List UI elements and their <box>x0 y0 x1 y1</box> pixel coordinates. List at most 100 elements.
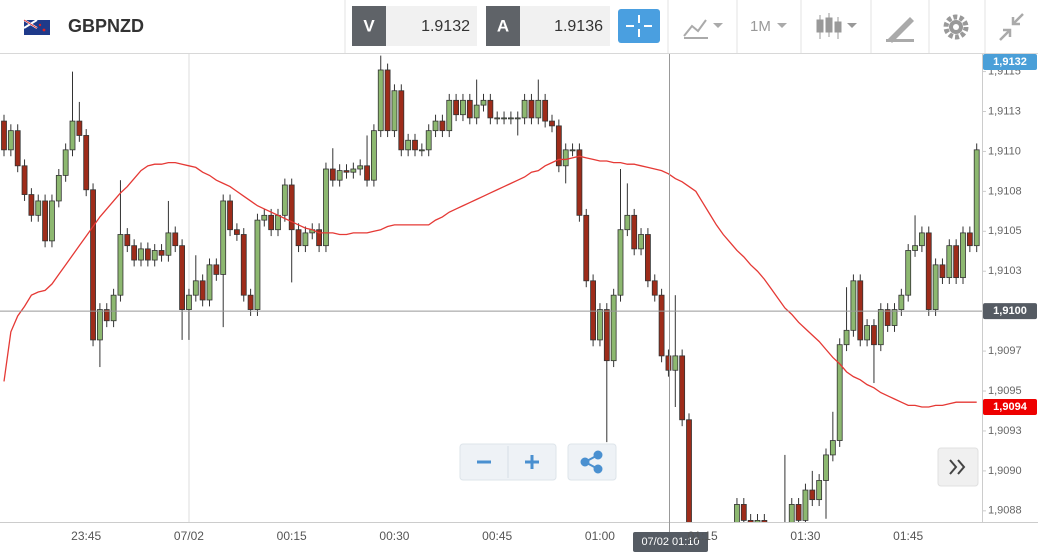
candle-body <box>460 99 466 116</box>
bid-price: 1.9132 <box>421 18 470 35</box>
candle-body <box>802 489 809 521</box>
collapse-button[interactable] <box>999 13 1024 41</box>
y-tick-label: 1,9105 <box>988 225 1022 237</box>
x-tick-label: 00:30 <box>379 529 409 543</box>
candle-body <box>350 168 357 173</box>
candle-body <box>103 309 110 322</box>
candle-body <box>165 232 172 256</box>
candle-type-button[interactable] <box>816 13 857 39</box>
candle-body <box>227 200 233 231</box>
candle-body <box>233 229 240 235</box>
candle-body <box>28 194 35 216</box>
price-badge-label: 1,9132 <box>993 56 1027 68</box>
timeframe[interactable]: 1M <box>750 18 771 35</box>
plot-area <box>1 55 980 554</box>
candle-body <box>97 309 103 341</box>
candle-body <box>494 117 501 120</box>
candle-body <box>192 280 199 296</box>
candle-body <box>302 232 309 247</box>
share-button[interactable] <box>567 443 617 481</box>
candle-body <box>480 99 487 106</box>
candle-body <box>597 309 603 341</box>
candle-body <box>603 309 610 362</box>
candle-body <box>645 234 651 282</box>
settings-button[interactable] <box>943 14 969 40</box>
candle-body <box>740 504 747 521</box>
candle-body <box>357 165 364 170</box>
candle-body <box>850 280 857 331</box>
candle-body <box>206 264 213 301</box>
candle-body <box>871 325 877 346</box>
candle-body <box>69 120 76 151</box>
candle-body <box>247 294 254 310</box>
crosshair-icon <box>626 15 652 37</box>
ask-button[interactable] <box>486 6 520 46</box>
candle-body <box>275 214 281 231</box>
candle-body <box>679 355 686 421</box>
candle-body <box>864 325 870 341</box>
candle-body <box>281 184 288 216</box>
y-tick-label: 1,9090 <box>988 465 1022 477</box>
y-tick-label: 1,9110 <box>988 145 1021 157</box>
y-tick-label: 1,9108 <box>988 185 1022 197</box>
candle-body <box>323 168 329 247</box>
candle-body <box>405 139 412 151</box>
candle-body <box>117 234 124 296</box>
candle-body <box>83 135 90 191</box>
candle-body <box>343 170 350 173</box>
candle-body <box>124 234 131 247</box>
candle-body <box>446 99 453 132</box>
candle-body <box>199 280 206 301</box>
zoom-in-button[interactable] <box>525 455 539 469</box>
candle-body <box>658 294 665 357</box>
candle-body <box>535 99 542 119</box>
candle-body <box>953 245 960 279</box>
candle-body <box>42 200 48 242</box>
candle-body <box>939 264 946 279</box>
scroll-end-button[interactable] <box>937 447 979 487</box>
y-tick-label: 1,9113 <box>988 105 1021 117</box>
candle-body <box>651 280 658 296</box>
candle-body <box>788 504 795 522</box>
candle-body <box>240 234 247 296</box>
candle-body <box>686 419 692 522</box>
candle-body <box>542 99 549 122</box>
candle-body <box>966 232 973 247</box>
candle-body <box>62 149 69 176</box>
candle-body <box>583 214 590 282</box>
draw-tool-button[interactable] <box>886 17 914 43</box>
candle-body <box>836 344 843 441</box>
candle-body <box>7 130 14 151</box>
x-tick-label: 07/02 <box>174 529 204 543</box>
candle-body <box>186 294 192 310</box>
candle-body <box>466 99 473 119</box>
crosshair-time-label: 07/02 01:10 <box>641 536 699 548</box>
crosshair-button[interactable] <box>618 9 660 43</box>
candle-body <box>857 280 864 341</box>
candle-body <box>728 535 733 554</box>
x-tick-label: 00:15 <box>277 529 307 543</box>
crosshair-time-box <box>633 532 708 552</box>
candle-body <box>514 117 521 120</box>
dropdown-arrow <box>777 23 787 28</box>
chart-type-button[interactable] <box>683 19 723 39</box>
candle-body <box>843 329 850 346</box>
x-tick-label: 01:45 <box>893 529 923 543</box>
y-tick-label: 1,9095 <box>988 385 1022 397</box>
candle-body <box>576 149 583 216</box>
y-tick-label: 1,9093 <box>988 425 1022 437</box>
candle-body <box>158 250 165 256</box>
bid-label: V <box>363 16 375 35</box>
candle-body <box>179 245 186 310</box>
price-badge <box>983 303 1037 320</box>
candle-body <box>439 120 446 132</box>
candle-body <box>261 214 268 221</box>
candle-body <box>425 130 432 151</box>
candle-body <box>782 525 787 535</box>
candle-body <box>487 99 494 119</box>
candle-body <box>21 165 28 195</box>
candle-body <box>590 280 596 341</box>
candle-body <box>151 250 158 261</box>
bid-button[interactable] <box>352 6 386 46</box>
